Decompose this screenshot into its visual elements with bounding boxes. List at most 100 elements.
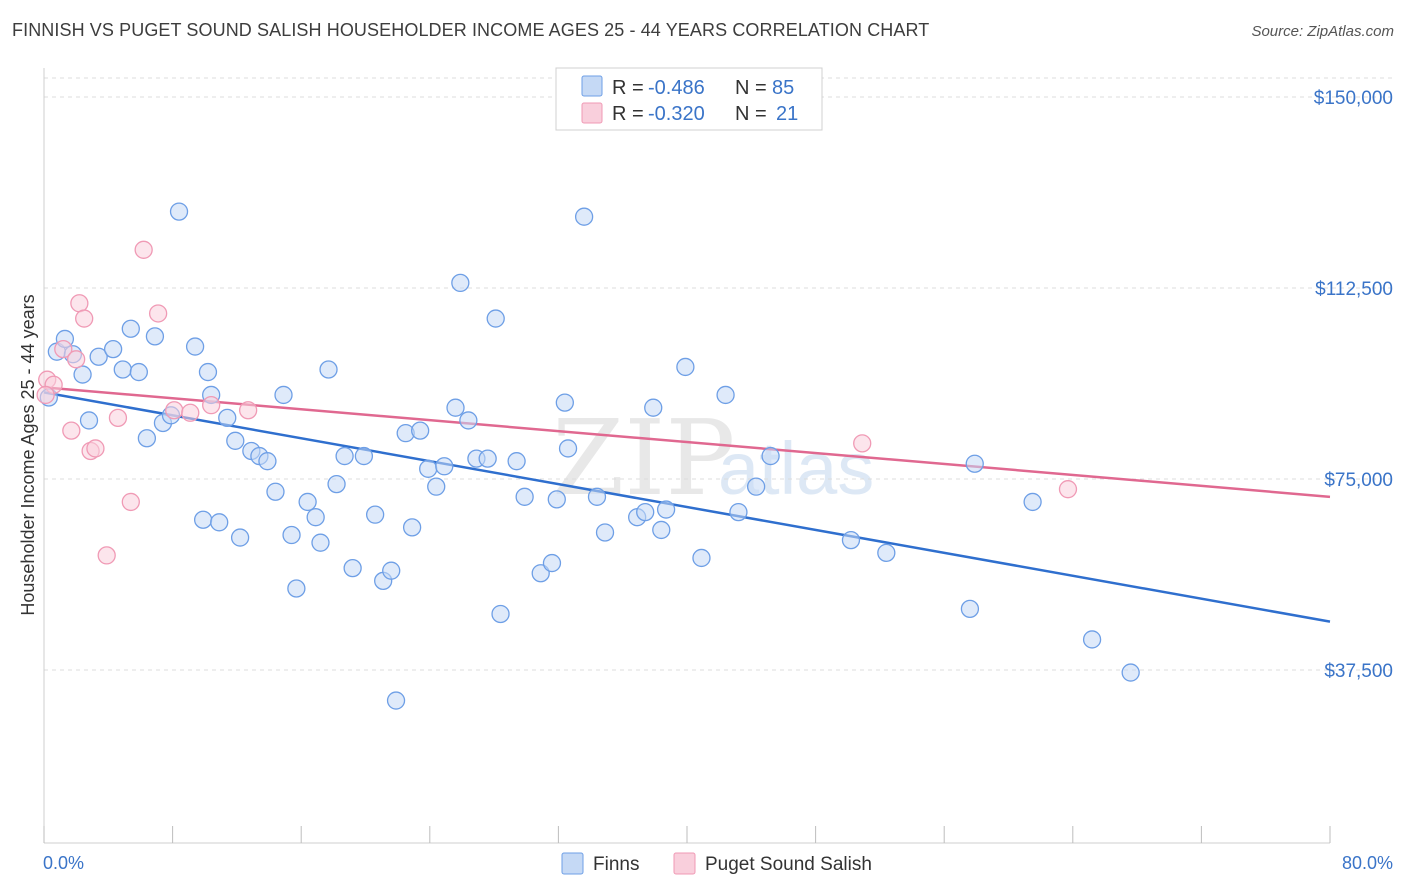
- finns-point-58: [531, 564, 550, 583]
- salish-point-9: [97, 546, 116, 565]
- finns-point-31: [298, 492, 317, 512]
- y-tick-label-1: $112,500: [1315, 279, 1393, 300]
- finns-point-51: [459, 411, 478, 430]
- finns-point-83: [1121, 663, 1140, 682]
- salish-point-8: [86, 439, 105, 458]
- bottom-legend: Finns Puget Sound Salish: [561, 852, 872, 875]
- finns-point-78: [877, 543, 896, 563]
- finns-point-36: [335, 446, 354, 466]
- finns-point-26: [258, 452, 277, 471]
- legend-r-label-salish: R =: [612, 103, 644, 125]
- salish-point-16: [202, 395, 221, 415]
- salish-point-10: [108, 408, 128, 428]
- finns-point-42: [386, 691, 406, 710]
- finns-point-39: [365, 505, 385, 524]
- finns-point-82: [1082, 630, 1102, 649]
- salish-point-14: [165, 401, 184, 420]
- salish-point-4: [67, 350, 86, 369]
- finns-point-71: [676, 357, 695, 377]
- finns-point-8: [113, 360, 132, 379]
- x-tick-label-left: 0.0%: [43, 853, 84, 873]
- y-axis-label: Householder Income Ages 25 - 44 years: [18, 294, 38, 615]
- finns-point-50: [451, 273, 470, 293]
- finns-point-15: [169, 202, 189, 221]
- legend-r-value-salish: -0.320: [648, 103, 705, 125]
- finns-point-54: [486, 309, 505, 328]
- watermark-zip: ZIP: [552, 397, 735, 519]
- finns-point-53: [478, 449, 497, 468]
- y-tick-label-2: $75,000: [1324, 470, 1393, 491]
- finns-point-28: [274, 385, 293, 405]
- finns-point-7: [103, 339, 123, 359]
- finns-point-77: [841, 530, 861, 550]
- finns-point-12: [145, 327, 165, 346]
- x-axis-ticks: [43, 826, 1331, 843]
- finns-point-45: [411, 421, 430, 440]
- finns-point-56: [507, 452, 526, 471]
- finns-point-55: [491, 604, 510, 624]
- finns-point-74: [729, 502, 748, 522]
- finns-point-6: [89, 347, 108, 366]
- finns-point-27: [266, 482, 285, 501]
- finns-point-32: [306, 508, 325, 527]
- legend: R = -0.486 N = 85 R = -0.320 N = 21: [555, 67, 823, 131]
- source-label: Source: ZipAtlas.com: [1251, 23, 1394, 40]
- finns-point-68: [644, 398, 663, 417]
- bottom-legend-swatch-salish: [673, 852, 696, 875]
- finns-point-35: [327, 474, 346, 494]
- chart-title: FINNISH VS PUGET SOUND SALISH HOUSEHOLDE…: [12, 20, 930, 40]
- finns-point-69: [652, 520, 671, 540]
- finns-point-37: [343, 558, 362, 578]
- salish-point-15: [181, 403, 200, 422]
- finns-point-21: [218, 408, 237, 428]
- finns-point-11: [137, 429, 157, 448]
- finns-point-5: [79, 411, 99, 430]
- finns-point-10: [129, 362, 148, 382]
- finns-point-72: [692, 548, 711, 568]
- salish-point-18: [853, 434, 872, 453]
- finns-point-23: [230, 528, 250, 547]
- legend-n-label-finns: N =: [735, 77, 767, 99]
- finns-point-38: [354, 446, 374, 466]
- salish-point-3: [62, 421, 81, 440]
- finns-point-63: [574, 207, 594, 226]
- finns-point-17: [193, 510, 213, 529]
- y-tick-label-3: $37,500: [1324, 661, 1393, 682]
- legend-swatch-finns: [581, 75, 603, 97]
- finns-point-41: [382, 561, 401, 580]
- salish-point-13: [148, 304, 168, 323]
- finns-point-73: [716, 385, 735, 405]
- watermark-atlas: atlas: [718, 427, 874, 510]
- legend-r-label-finns: R =: [612, 77, 644, 99]
- finns-point-59: [542, 553, 562, 573]
- finns-point-65: [595, 523, 615, 542]
- finns-point-48: [435, 457, 454, 476]
- finns-point-49: [446, 398, 465, 417]
- salish-point-6: [75, 309, 94, 328]
- y-axis-tick-labels: $150,000 $112,500 $75,000 $37,500: [1314, 88, 1393, 682]
- finns-point-4: [73, 365, 92, 384]
- trend-lines: [43, 386, 1331, 623]
- finns-point-61: [555, 393, 574, 412]
- bottom-legend-label-finns: Finns: [593, 854, 639, 875]
- finns-point-30: [287, 579, 306, 598]
- finns-point-9: [121, 319, 140, 338]
- salish-point-11: [121, 492, 140, 512]
- finns-point-16: [185, 337, 205, 356]
- finns-point-18: [198, 362, 218, 382]
- finns-point-46: [419, 459, 438, 478]
- legend-n-value-salish: 21: [776, 103, 798, 125]
- data-points: [36, 202, 1140, 710]
- finns-point-76: [761, 446, 780, 466]
- finns-point-81: [1023, 492, 1042, 512]
- bottom-legend-swatch-finns: [561, 852, 584, 875]
- gridlines: [44, 77, 1393, 671]
- finns-trend-line: [43, 391, 1331, 623]
- finns-point-60: [547, 490, 566, 509]
- salish-point-17: [239, 401, 258, 420]
- finns-point-64: [587, 487, 607, 506]
- finns-point-44: [402, 518, 422, 537]
- salish-point-5: [70, 294, 89, 313]
- finns-point-34: [319, 360, 338, 379]
